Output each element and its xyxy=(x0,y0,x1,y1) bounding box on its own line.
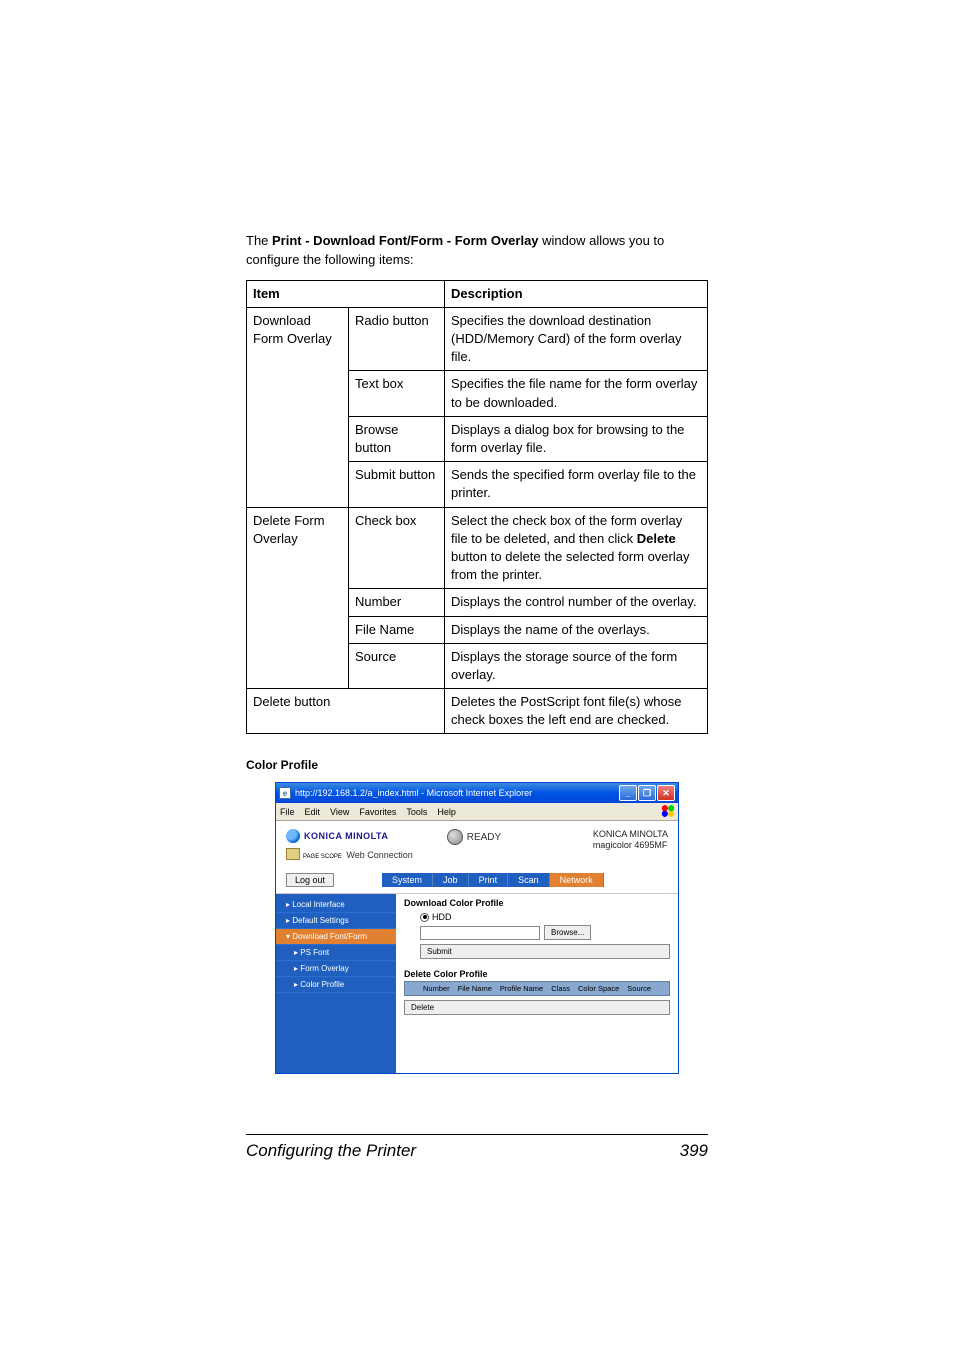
cell-radio-desc: Specifies the download destination (HDD/… xyxy=(445,307,708,371)
col-color-space: Color Space xyxy=(574,982,623,995)
page-footer: Configuring the Printer 399 xyxy=(0,1135,954,1161)
th-item: Item xyxy=(247,280,445,307)
globe-icon xyxy=(286,829,300,843)
cell-delete-form-overlay: Delete Form Overlay xyxy=(247,507,349,689)
cb-desc-bold: Delete xyxy=(637,531,676,546)
col-class: Class xyxy=(547,982,574,995)
cell-text-box: Text box xyxy=(349,371,445,416)
sidebar: ▸ Local Interface ▸ Default Settings ▾ D… xyxy=(276,894,396,1073)
tab-job[interactable]: Job xyxy=(433,873,469,887)
model-block: KONICA MINOLTA magicolor 4695MF xyxy=(593,829,668,851)
tab-system[interactable]: System xyxy=(382,873,433,887)
cell-delete-button-desc: Deletes the PostScript font file(s) whos… xyxy=(445,689,708,734)
ie-content: KONICA MINOLTA PAGE SCOPE Web Connection… xyxy=(276,821,678,1073)
col-checkbox xyxy=(405,982,419,995)
ie-window-title: http://192.168.1.2/a_index.html - Micros… xyxy=(295,788,619,798)
menu-edit[interactable]: Edit xyxy=(305,807,321,817)
col-profile-name: Profile Name xyxy=(496,982,547,995)
cell-source-desc: Displays the storage source of the form … xyxy=(445,643,708,688)
tab-print[interactable]: Print xyxy=(469,873,509,887)
delete-color-profile-title: Delete Color Profile xyxy=(404,969,670,979)
menu-tools[interactable]: Tools xyxy=(406,807,427,817)
col-number: Number xyxy=(419,982,454,995)
footer-title: Configuring the Printer xyxy=(246,1141,416,1161)
col-source: Source xyxy=(623,982,655,995)
tabs: System Job Print Scan Network xyxy=(382,873,604,887)
tab-scan[interactable]: Scan xyxy=(508,873,550,887)
ie-menubar: File Edit View Favorites Tools Help xyxy=(276,803,678,821)
cell-number-desc: Displays the control number of the overl… xyxy=(445,589,708,616)
window-controls: _ ❐ ✕ xyxy=(619,785,675,801)
cell-source: Source xyxy=(349,643,445,688)
intro-text: The Print - Download Font/Form - Form Ov… xyxy=(246,232,708,270)
cell-delete-button: Delete button xyxy=(247,689,445,734)
browse-button[interactable]: Browse... xyxy=(544,925,591,940)
menu-view[interactable]: View xyxy=(330,807,349,817)
page-header: KONICA MINOLTA PAGE SCOPE Web Connection… xyxy=(276,821,678,869)
main-panel: Download Color Profile HDD Browse... Sub… xyxy=(396,894,678,1073)
status-text: READY xyxy=(467,832,501,843)
col-file-name: File Name xyxy=(454,982,496,995)
file-row: Browse... xyxy=(420,925,670,940)
config-table: Item Description Download Form Overlay R… xyxy=(246,280,708,735)
th-description: Description xyxy=(445,280,708,307)
minimize-button[interactable]: _ xyxy=(619,785,637,801)
model-name: magicolor 4695MF xyxy=(593,840,668,851)
footer-page-number: 399 xyxy=(680,1141,708,1161)
cell-submit-button: Submit button xyxy=(349,462,445,507)
cell-submit-desc: Sends the specified form overlay file to… xyxy=(445,462,708,507)
brand-sub-prefix: PAGE SCOPE xyxy=(303,854,342,860)
ie-titlebar: e http://192.168.1.2/a_index.html - Micr… xyxy=(276,783,678,803)
menu-file[interactable]: File xyxy=(280,807,295,817)
sidebar-item-local-interface[interactable]: ▸ Local Interface xyxy=(276,897,396,913)
hdd-radio-label: HDD xyxy=(432,912,452,922)
sidebar-item-form-overlay[interactable]: ▸ Form Overlay xyxy=(276,961,396,977)
brand-name: KONICA MINOLTA xyxy=(304,831,388,841)
cell-text-box-desc: Specifies the file name for the form ove… xyxy=(445,371,708,416)
cell-check-box-desc: Select the check box of the form overlay… xyxy=(445,507,708,589)
sidebar-item-default-settings[interactable]: ▸ Default Settings xyxy=(276,913,396,929)
tab-network[interactable]: Network xyxy=(550,873,604,887)
cell-radio-button: Radio button xyxy=(349,307,445,371)
logout-button[interactable]: Log out xyxy=(286,873,334,887)
printer-status-icon xyxy=(447,829,463,845)
cell-file-name-desc: Displays the name of the overlays. xyxy=(445,616,708,643)
radio-row: HDD xyxy=(420,912,670,922)
sidebar-item-download-font-form[interactable]: ▾ Download Font/Form xyxy=(276,929,396,945)
file-input[interactable] xyxy=(420,926,540,940)
menu-favorites[interactable]: Favorites xyxy=(359,807,396,817)
download-color-profile-title: Download Color Profile xyxy=(404,898,670,908)
maximize-button[interactable]: ❐ xyxy=(638,785,656,801)
status-block: READY xyxy=(447,829,501,845)
nav-row: Log out System Job Print Scan Network xyxy=(276,869,678,893)
brand-block: KONICA MINOLTA PAGE SCOPE Web Connection xyxy=(286,829,413,863)
ie-app-icon: e xyxy=(279,787,291,799)
brand-sub: PAGE SCOPE Web Connection xyxy=(303,845,413,863)
intro-prefix: The xyxy=(246,233,272,248)
cell-download-form-overlay: Download Form Overlay xyxy=(247,307,349,507)
sidebar-item-ps-font[interactable]: ▸ PS Font xyxy=(276,945,396,961)
delete-table-header: Number File Name Profile Name Class Colo… xyxy=(404,981,670,996)
submit-button[interactable]: Submit xyxy=(420,944,670,959)
model-brand: KONICA MINOLTA xyxy=(593,829,668,840)
hdd-radio[interactable] xyxy=(420,913,429,922)
cell-file-name: File Name xyxy=(349,616,445,643)
cell-check-box: Check box xyxy=(349,507,445,589)
cb-desc-post: button to delete the selected form overl… xyxy=(451,549,689,582)
cell-number: Number xyxy=(349,589,445,616)
cell-browse-desc: Displays a dialog box for browsing to th… xyxy=(445,416,708,461)
delete-button[interactable]: Delete xyxy=(404,1000,670,1015)
menu-help[interactable]: Help xyxy=(437,807,456,817)
ie-window: e http://192.168.1.2/a_index.html - Micr… xyxy=(275,782,679,1074)
windows-flag-icon xyxy=(660,804,676,818)
brand-sub-text: Web Connection xyxy=(346,850,412,860)
section-heading-color-profile: Color Profile xyxy=(246,758,708,772)
cell-browse-button: Browse button xyxy=(349,416,445,461)
pagescope-icon xyxy=(286,848,300,860)
close-button[interactable]: ✕ xyxy=(657,785,675,801)
sidebar-item-color-profile[interactable]: ▸ Color Profile xyxy=(276,977,396,993)
intro-bold: Print - Download Font/Form - Form Overla… xyxy=(272,233,539,248)
page-body: ▸ Local Interface ▸ Default Settings ▾ D… xyxy=(276,893,678,1073)
